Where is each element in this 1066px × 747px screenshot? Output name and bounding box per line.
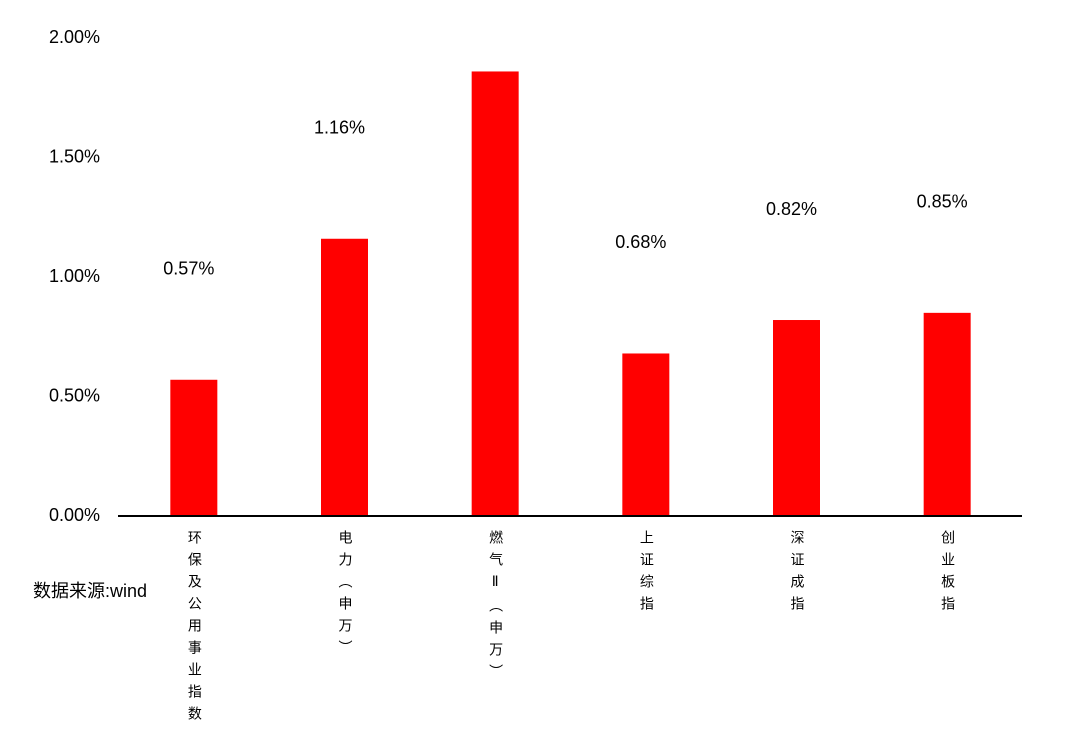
x-tick-label: 环保及公用事业指数 [186,530,202,728]
value-label: 1.16% [314,118,365,138]
x-tick-label: 上证综指 [638,530,654,618]
y-tick-label: 1.00% [49,266,100,286]
bar [471,71,519,517]
x-tick-label: 深证成指 [789,530,805,618]
y-tick-label: 0.00% [49,505,100,525]
y-tick-label: 0.50% [49,385,100,405]
source-note: 数据来源:wind [33,581,147,601]
value-label: 0.57% [163,259,214,279]
value-label: 0.68% [615,232,666,252]
x-tick-label: 燃气Ⅱ（申万） [487,529,503,686]
value-label: 0.82% [766,199,817,219]
x-tick-label: 电力（申万） [337,530,353,662]
x-tick-label: 创业板指 [939,530,955,618]
y-tick-label: 2.00% [49,27,100,47]
bar [170,379,218,516]
bar [622,353,670,516]
value-label: 0.85% [917,192,968,212]
bar [773,320,820,516]
bar [321,238,368,516]
y-tick-label: 1.50% [49,146,100,166]
bar [923,312,971,516]
